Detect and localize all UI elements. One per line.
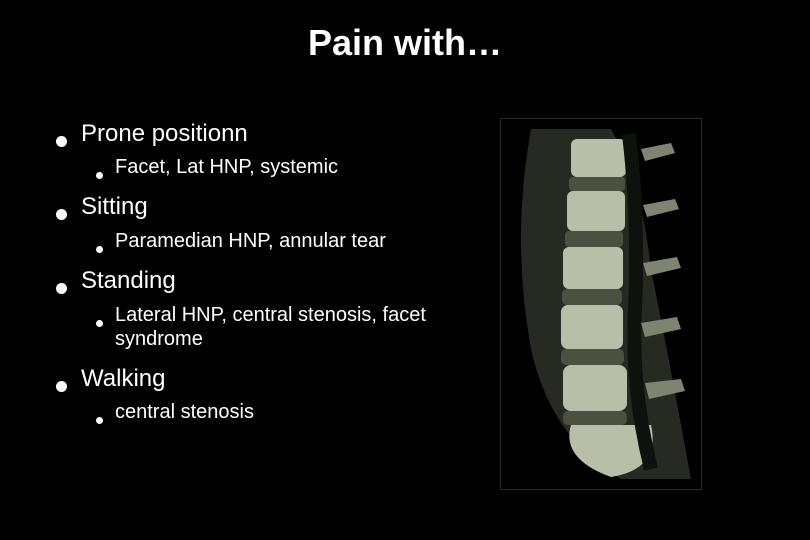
sub-list-item: Lateral HNP, central stenosis, facet syn…	[96, 303, 476, 351]
bullet-icon	[96, 320, 103, 327]
list-item: Walking central stenosis	[56, 365, 476, 424]
list-item-label: Walking	[81, 365, 165, 393]
bullet-icon	[96, 172, 103, 179]
list-item: Standing Lateral HNP, central stenosis, …	[56, 267, 476, 351]
bullet-icon	[56, 381, 67, 392]
sub-list-item-label: Lateral HNP, central stenosis, facet syn…	[115, 303, 476, 351]
sub-list-item: Facet, Lat HNP, systemic	[96, 156, 476, 179]
bullet-icon	[56, 283, 67, 294]
mri-image	[500, 118, 702, 490]
sub-list-item: Paramedian HNP, annular tear	[96, 229, 476, 253]
spine-mri-icon	[501, 119, 701, 489]
slide: Pain with… Prone positionn Facet, Lat HN…	[0, 0, 810, 540]
list-item-label: Standing	[81, 267, 176, 295]
list-item: Sitting Paramedian HNP, annular tear	[56, 193, 476, 253]
content-area: Prone positionn Facet, Lat HNP, systemic…	[56, 120, 476, 438]
bullet-icon	[56, 209, 67, 220]
bullet-icon	[96, 246, 103, 253]
bullet-list: Prone positionn Facet, Lat HNP, systemic…	[56, 120, 476, 424]
list-item-label: Prone positionn	[81, 120, 248, 148]
bullet-icon	[56, 136, 67, 147]
list-item: Prone positionn Facet, Lat HNP, systemic	[56, 120, 476, 179]
sub-list-item-label: Paramedian HNP, annular tear	[115, 229, 386, 253]
sub-list-item-label: central stenosis	[115, 401, 254, 424]
bullet-icon	[96, 417, 103, 424]
sub-list-item: central stenosis	[96, 401, 476, 424]
slide-title: Pain with…	[0, 22, 810, 64]
sub-list-item-label: Facet, Lat HNP, systemic	[115, 156, 338, 179]
list-item-label: Sitting	[81, 193, 148, 221]
